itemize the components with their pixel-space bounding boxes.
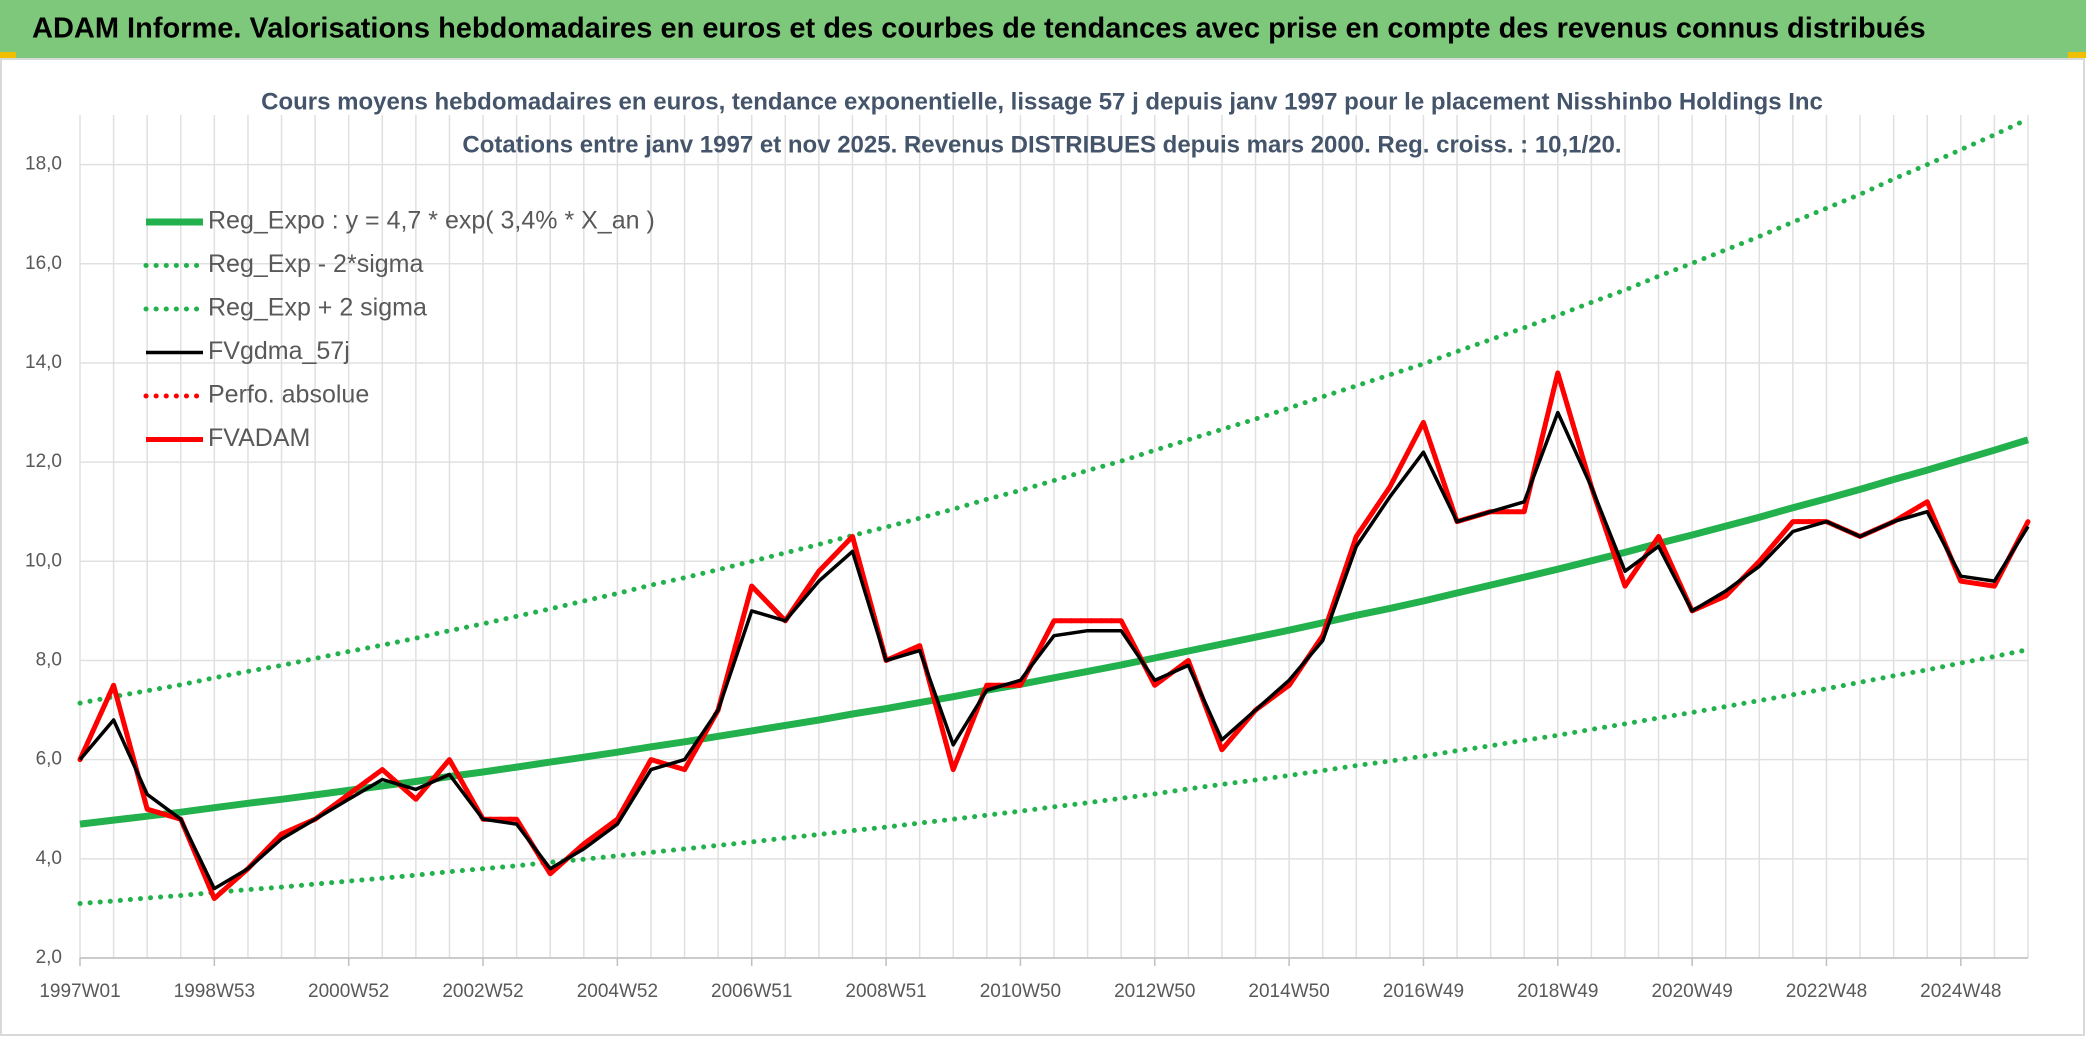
y-tick-label: 2,0 [36,947,62,968]
y-tick-label: 12,0 [25,451,62,472]
corner [2068,52,2086,58]
series-line [78,410,2030,891]
series-line [77,116,2031,706]
legend-label: FVADAM [208,424,310,452]
y-tick-label: 16,0 [25,253,62,274]
y-tick-label: 18,0 [25,154,62,175]
legend-label: FVgdma_57j [208,337,350,365]
legend-label: Reg_Exp - 2*sigma [208,250,423,278]
x-tick-label: 2016W49 [1383,981,1464,1002]
x-tick-label: 1998W53 [174,981,255,1002]
header-bar [0,0,2086,58]
plot: 2,0 4,0 6,0 8,0 10,0 12,0 14,0 16,0 18,0 1997W01 1… [25,115,2031,1002]
chart-title: Cours moyens hebdomadaires en euros, ten… [261,88,1823,115]
legend-label: Reg_Exp + 2 sigma [208,294,427,322]
x-tick-label: 2022W48 [1786,981,1867,1002]
x-tick-label: 1997W01 [39,981,120,1002]
x-tick-label: 2020W49 [1651,981,1732,1002]
y-tick-label: 6,0 [36,749,62,770]
x-tick-label: 2010W50 [980,981,1061,1002]
legend-label: Reg_Expo : y = 4,7 * exp( 3,4% * X_an ) [208,207,655,235]
y-tick-label: 8,0 [36,649,62,670]
x-tick-label: 2018W49 [1517,981,1598,1002]
y-tick-label: 14,0 [25,352,62,373]
series-line [79,436,2030,828]
x-tick-label: 2006W51 [711,981,792,1002]
x-tick-label: 2002W52 [442,981,523,1002]
y-tick-label: 4,0 [36,848,62,869]
chart-frame [0,58,2085,1036]
x-tick-label: 2008W51 [845,981,926,1002]
x-tick-label: 2000W52 [308,981,389,1002]
legend-label: Perfo. absolue [208,381,369,409]
series-line [77,647,2031,906]
chart-subtitle: Cotations entre janv 1997 et nov 2025. R… [462,131,1621,158]
corner [0,52,16,58]
x-tick-label: 2004W52 [577,981,658,1002]
y-tick-label: 10,0 [25,550,62,571]
x-tick-label: 2012W50 [1114,981,1195,1002]
x-tick-label: 2024W48 [1920,981,2001,1002]
header-title: ADAM Informe. Valorisations hebdomadaire… [32,13,1926,45]
x-tick-label: 2014W50 [1248,981,1329,1002]
